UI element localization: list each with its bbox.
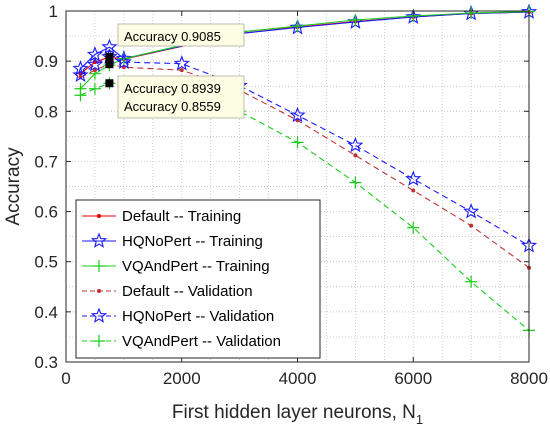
legend-entry: HQNoPert -- Training [82, 232, 263, 250]
plus-marker [93, 335, 105, 347]
y-tick-label: 0.9 [34, 52, 58, 71]
y-tick-label: 1 [49, 2, 58, 21]
x-tick-label: 2000 [163, 369, 201, 388]
x-axis-label-main: First hidden layer neurons, N [172, 402, 416, 423]
star-marker [173, 55, 190, 71]
y-tick-label: 0.3 [34, 353, 58, 372]
datatip-anchor [105, 52, 114, 61]
dot-marker [411, 188, 416, 193]
star-marker [72, 60, 89, 76]
datatip-box [117, 75, 245, 119]
plus-marker [465, 275, 478, 288]
datatip-label: Accuracy 0.8559 [124, 99, 221, 114]
legend-entry: Default -- Training [82, 208, 241, 225]
plus-marker [93, 260, 105, 272]
dot-marker [353, 153, 358, 158]
star-marker [347, 136, 364, 153]
y-tick-label: 0.5 [34, 253, 58, 272]
plus-marker [291, 136, 304, 149]
legend-entry: VQAndPert -- Validation [82, 333, 281, 350]
plus-marker [407, 221, 420, 234]
star-marker [72, 66, 89, 83]
star-marker [405, 170, 422, 186]
legend-entry: VQAndPert -- Training [82, 258, 270, 275]
legend: Default -- Training HQNoPert -- Training V… [75, 199, 321, 359]
plus-marker [74, 89, 87, 102]
x-tick-label: 0 [61, 369, 70, 388]
series-line [80, 81, 530, 331]
plus-marker [88, 82, 101, 95]
plus-marker [291, 20, 304, 33]
datatip-anchor [105, 60, 114, 69]
y-tick-label: 0.4 [34, 303, 58, 322]
star-marker [90, 307, 108, 323]
datatip-label: Accuracy 0.9085 [124, 29, 221, 44]
legend-entry: HQNoPert -- Validation [82, 307, 274, 325]
star-marker [90, 232, 108, 248]
legend-label: HQNoPert -- Validation [122, 308, 274, 325]
datatip-anchor [105, 79, 114, 88]
y-tick-label: 0.7 [34, 152, 58, 171]
legend-entry: Default -- Validation [82, 283, 253, 300]
x-axis-label-subscript: 1 [416, 412, 423, 427]
x-tick-label: 8000 [510, 369, 548, 388]
legend-box [75, 199, 321, 359]
legend-label: VQAndPert -- Training [122, 258, 270, 275]
dot-marker [97, 214, 101, 218]
star-marker [115, 53, 132, 70]
x-tick-label: 6000 [394, 369, 432, 388]
x-tick-label: 4000 [279, 369, 317, 388]
y-tick-label: 0.8 [34, 102, 58, 121]
x-axis-label: First hidden layer neurons, N1 [172, 402, 423, 427]
axis-ticks: 0 2000 4000 6000 8000 0.3 0.4 0.5 0.6 0.7 0.8 0.9 1 [34, 2, 548, 388]
datatip-label: Accuracy 0.8939 [124, 81, 221, 96]
datatip-box [117, 23, 245, 47]
dot-marker [97, 289, 101, 293]
dot-marker [92, 68, 97, 73]
plus-marker [349, 14, 362, 27]
star-marker [463, 203, 480, 219]
star-marker [86, 56, 104, 72]
y-tick-label: 0.6 [34, 203, 58, 222]
plus-marker [349, 176, 362, 189]
series-line [80, 11, 530, 70]
dot-marker [469, 223, 474, 228]
y-axis-label: Accuracy [3, 147, 24, 226]
series-line [80, 10, 530, 90]
star-marker [289, 106, 306, 123]
legend-label: VQAndPert -- Validation [122, 333, 281, 350]
legend-label: HQNoPert -- Training [122, 233, 263, 250]
legend-label: Default -- Validation [122, 283, 253, 300]
dot-marker [179, 68, 184, 73]
legend-label: Default -- Training [122, 208, 241, 225]
plus-marker [465, 7, 478, 20]
datatips: Accuracy 0.9085 Accuracy 0.8939 Accuracy 0… [105, 23, 245, 119]
